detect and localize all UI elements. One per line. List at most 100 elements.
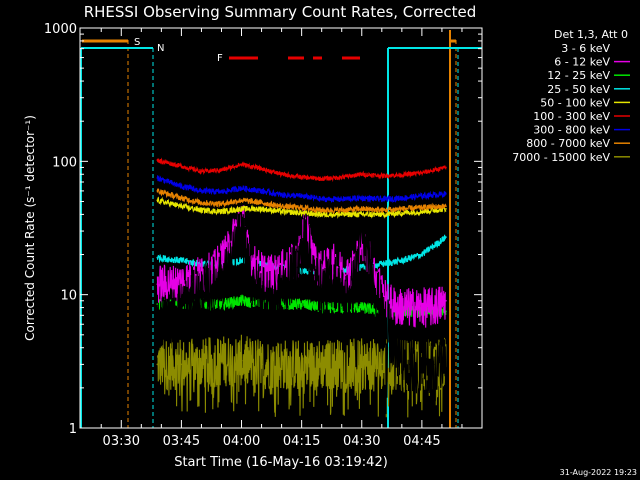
data-point bbox=[188, 299, 191, 302]
data-point bbox=[260, 201, 263, 204]
x-tick-label: 04:00 bbox=[223, 434, 260, 449]
data-point bbox=[420, 210, 423, 213]
data-point bbox=[380, 363, 383, 366]
data-point bbox=[240, 207, 243, 210]
data-point bbox=[156, 199, 159, 202]
data-point bbox=[200, 209, 203, 212]
legend-entry-label: 12 - 25 keV bbox=[547, 69, 610, 82]
data-point bbox=[180, 259, 183, 262]
data-point bbox=[280, 173, 283, 176]
data-point bbox=[284, 283, 287, 286]
data-point bbox=[408, 363, 411, 366]
data-point bbox=[380, 213, 383, 216]
data-point bbox=[380, 174, 383, 177]
legend-entry-label: 800 - 7000 keV bbox=[526, 137, 610, 150]
data-point bbox=[360, 266, 363, 269]
data-point bbox=[408, 306, 411, 309]
plot-frame bbox=[79, 27, 483, 429]
data-point bbox=[260, 190, 263, 192]
data-point bbox=[260, 363, 263, 366]
data-point bbox=[400, 259, 403, 262]
data-point bbox=[340, 213, 343, 216]
y-tick-label: 1000 bbox=[44, 22, 77, 37]
series-line-0 bbox=[156, 206, 447, 415]
data-point bbox=[200, 293, 203, 296]
data-point bbox=[300, 206, 303, 209]
data-point bbox=[340, 209, 343, 212]
data-point bbox=[200, 201, 203, 204]
data-point bbox=[240, 299, 243, 302]
data-point bbox=[340, 198, 343, 201]
data-point bbox=[445, 207, 447, 210]
data-point bbox=[172, 283, 175, 286]
data-point bbox=[240, 359, 243, 362]
data-point bbox=[445, 205, 447, 208]
data-point bbox=[380, 209, 383, 212]
data-point bbox=[172, 314, 175, 317]
legend-entry-label: 300 - 800 keV bbox=[533, 124, 610, 137]
data-point bbox=[304, 230, 307, 232]
data-point bbox=[380, 198, 383, 201]
data-point bbox=[352, 283, 355, 286]
y-tick-label: 10 bbox=[60, 289, 77, 304]
data-point bbox=[220, 202, 223, 205]
data-point bbox=[212, 283, 215, 286]
data-point bbox=[433, 363, 435, 366]
data-point bbox=[360, 363, 363, 366]
data-point bbox=[445, 299, 447, 302]
data-point bbox=[300, 212, 303, 214]
data-point bbox=[180, 185, 183, 188]
data-point bbox=[180, 363, 183, 366]
data-point bbox=[384, 299, 387, 302]
series-line-5 bbox=[156, 157, 447, 183]
data-point bbox=[280, 194, 283, 196]
data-point bbox=[300, 363, 303, 366]
data-point bbox=[220, 169, 223, 171]
data-point bbox=[280, 210, 283, 213]
data-point bbox=[420, 253, 423, 256]
y-axis-label: Corrected Count Rate (s⁻¹ detector⁻¹) bbox=[23, 115, 37, 341]
data-point bbox=[180, 205, 183, 208]
data-point bbox=[320, 209, 323, 212]
x-tick-label: 03:30 bbox=[103, 434, 140, 449]
data-point bbox=[380, 263, 383, 265]
data-point bbox=[360, 197, 363, 199]
data-point bbox=[280, 205, 283, 208]
data-point bbox=[272, 274, 275, 277]
data-point bbox=[156, 323, 159, 326]
data-point bbox=[156, 283, 159, 286]
flag-label-n: N bbox=[157, 43, 164, 54]
data-point bbox=[420, 306, 423, 309]
data-point bbox=[420, 195, 423, 197]
data-point bbox=[344, 299, 347, 302]
data-point bbox=[156, 190, 159, 192]
data-point bbox=[433, 306, 435, 309]
data-point bbox=[320, 288, 323, 291]
series-line-4 bbox=[156, 196, 447, 219]
data-point bbox=[280, 363, 283, 366]
legend-entry-label: 50 - 100 keV bbox=[540, 96, 610, 109]
flag-label-s: S bbox=[134, 37, 140, 48]
data-point bbox=[156, 256, 159, 259]
data-point bbox=[188, 278, 191, 281]
data-point bbox=[400, 174, 403, 176]
data-point bbox=[240, 163, 243, 166]
data-point bbox=[240, 199, 243, 202]
data-point bbox=[400, 197, 403, 199]
data-point bbox=[220, 210, 223, 213]
data-point bbox=[260, 293, 263, 296]
legend-title: Det 1,3, Att 0 bbox=[554, 28, 628, 41]
data-point bbox=[248, 274, 251, 277]
x-tick-label: 03:45 bbox=[163, 434, 200, 449]
data-point bbox=[340, 363, 343, 366]
data-point bbox=[240, 226, 243, 229]
data-point bbox=[445, 166, 447, 169]
data-point bbox=[400, 207, 403, 210]
data-point bbox=[332, 263, 335, 265]
data-point bbox=[400, 212, 403, 214]
legend-entry-label: 25 - 50 keV bbox=[547, 83, 610, 96]
data-point bbox=[180, 197, 183, 199]
data-point bbox=[240, 187, 243, 189]
